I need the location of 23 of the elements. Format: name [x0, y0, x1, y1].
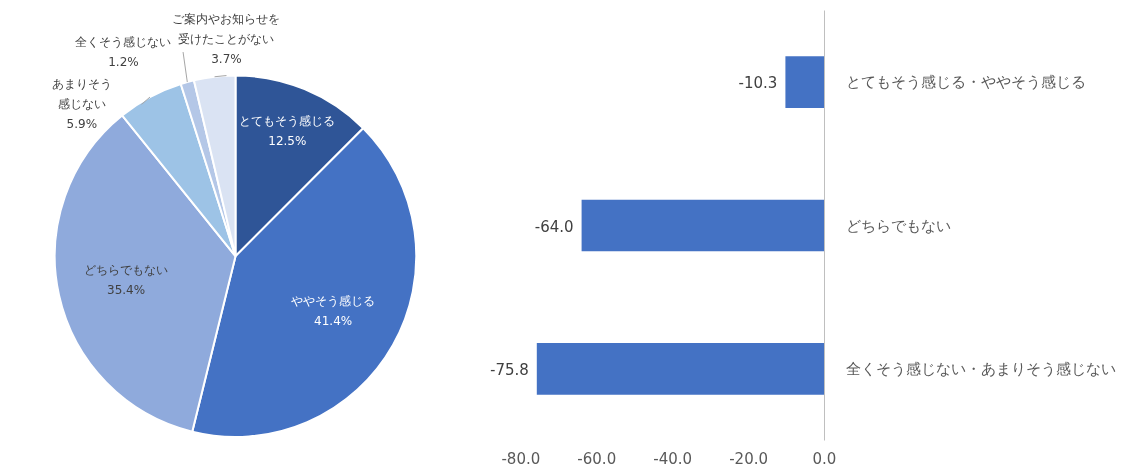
x-tick-label: -20.0 — [729, 449, 768, 468]
x-tick-label: 0.0 — [812, 449, 837, 468]
data-label: 3.7% — [211, 52, 242, 67]
y-tick-label: 全くそう感じない・あまりそう感じない — [845, 359, 1116, 378]
data-label: 41.4% — [314, 314, 353, 329]
slice-label: ややそう感じる — [291, 294, 376, 309]
data-label: 12.5% — [268, 134, 307, 148]
slice-label: とてもそう感じる — [239, 114, 336, 128]
x-tick-label: -40.0 — [653, 449, 693, 468]
slice-label: 全くそう感じない — [75, 35, 172, 50]
data-label: -64.0 — [534, 217, 574, 236]
y-tick-label: どちらでもない — [845, 216, 951, 235]
data-label: -75.8 — [489, 360, 529, 379]
y-tick-label: とてもそう感じる・ややそう感じる — [845, 73, 1086, 92]
x-tick-label: -80.0 — [501, 449, 541, 468]
x-tick-label: -60.0 — [577, 449, 617, 468]
data-label: 1.2% — [108, 55, 139, 70]
data-label: 5.9% — [66, 117, 98, 132]
slice-label: ご案内やお知らせを受けたことがない — [172, 12, 281, 47]
slice-label: どちらでもない — [84, 263, 169, 278]
slice-label: あまりそう感じない — [51, 77, 112, 112]
data-label: 35.4% — [107, 283, 146, 298]
data-label: -10.3 — [738, 74, 778, 93]
